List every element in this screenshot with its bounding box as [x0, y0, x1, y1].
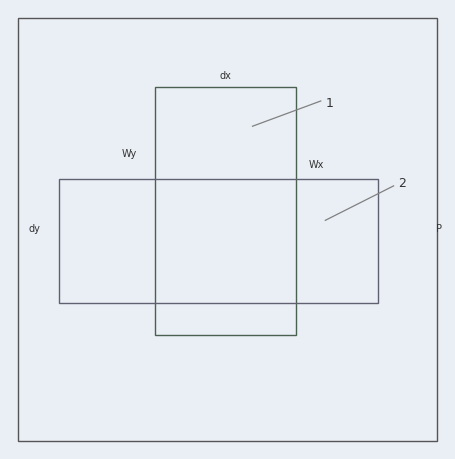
Text: 1: 1 [325, 97, 333, 110]
Bar [59, 179, 378, 303]
Text: dx: dx [219, 71, 231, 81]
Text: P: P [436, 224, 442, 235]
Bar [155, 87, 296, 335]
Text: Wx: Wx [308, 160, 324, 170]
Text: dy: dy [28, 224, 40, 235]
Text: Wy: Wy [122, 149, 137, 159]
Text: 2: 2 [398, 177, 406, 190]
